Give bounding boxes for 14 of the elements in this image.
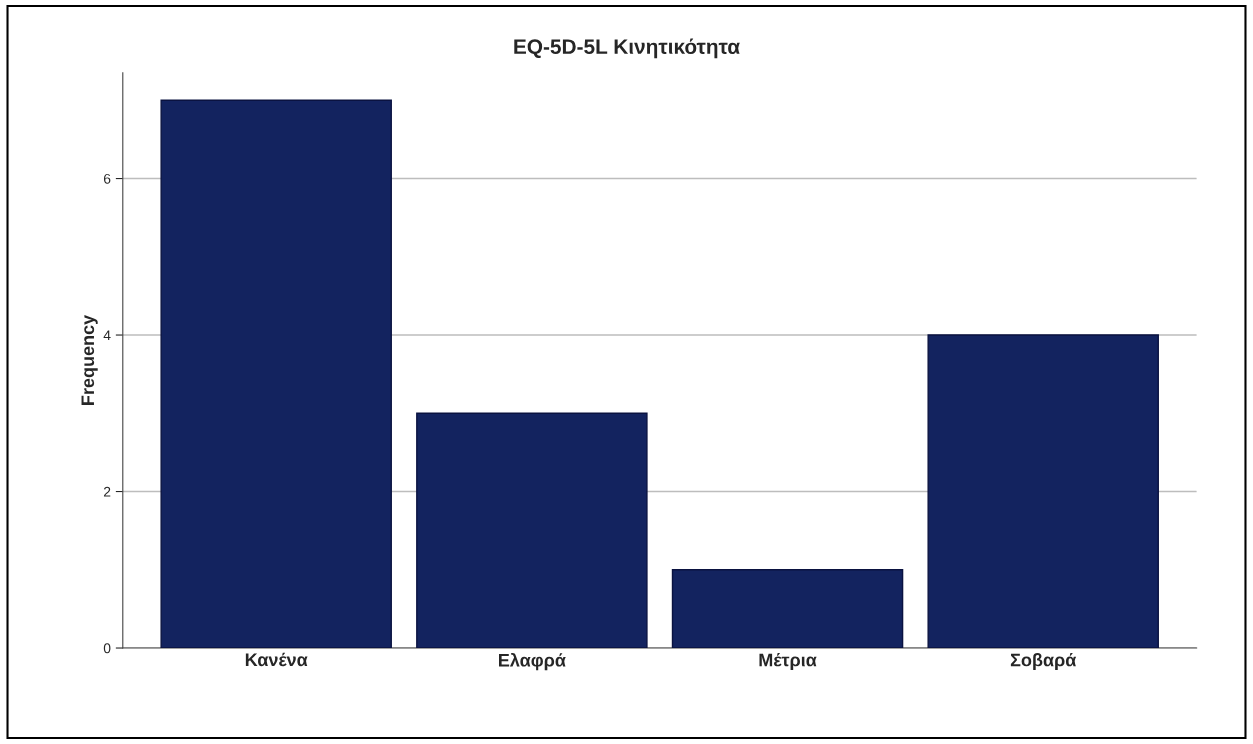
x-tick-label: Ελαφρά: [499, 652, 566, 671]
bar: [416, 412, 648, 649]
x-tick-label: Σοβαρά: [1010, 652, 1077, 670]
y-axis-title: Frequency: [81, 314, 98, 405]
bar: [927, 334, 1159, 649]
bar: [671, 569, 904, 649]
x-tick-label: Μέτρια: [759, 652, 817, 670]
y-tick-label: 2: [103, 486, 111, 497]
bar: [160, 99, 392, 649]
x-tick-label: Κανένα: [245, 652, 308, 667]
chart-title: EQ-5D-5L Κινητικότητα: [514, 38, 740, 59]
y-tick-label: 4: [103, 330, 111, 341]
y-tick-label: 6: [103, 173, 111, 184]
y-tick-label: 0: [103, 643, 111, 654]
